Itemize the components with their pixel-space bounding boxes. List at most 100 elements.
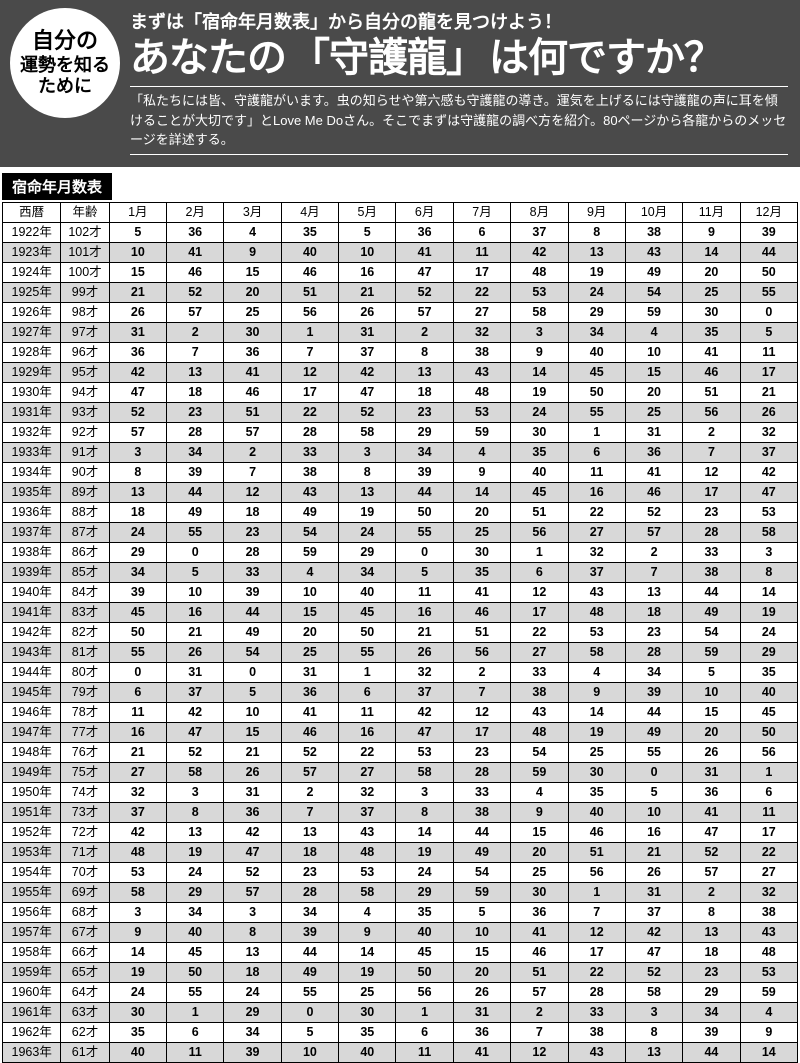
cell-age: 88才 <box>61 502 109 522</box>
cell-year: 1954年 <box>3 862 61 882</box>
cell-value: 35 <box>109 1022 166 1042</box>
col-month-head: 7月 <box>453 202 510 222</box>
cell-value: 29 <box>740 642 797 662</box>
cell-value: 47 <box>224 842 281 862</box>
cell-year: 1926年 <box>3 302 61 322</box>
cell-value: 3 <box>396 782 453 802</box>
subtitle-post: から自分の龍を見つけよう！ <box>328 12 562 32</box>
cell-value: 15 <box>625 362 682 382</box>
cell-value: 24 <box>109 522 166 542</box>
cell-value: 58 <box>109 882 166 902</box>
cell-value: 49 <box>625 262 682 282</box>
cell-value: 4 <box>511 782 568 802</box>
cell-value: 6 <box>740 782 797 802</box>
cell-age: 66才 <box>61 942 109 962</box>
cell-year: 1940年 <box>3 582 61 602</box>
cell-value: 54 <box>281 522 338 542</box>
cell-value: 12 <box>453 702 510 722</box>
cell-value: 24 <box>109 982 166 1002</box>
table-row: 1947年77才164715461647174819492050 <box>3 722 798 742</box>
cell-value: 14 <box>453 482 510 502</box>
cell-value: 6 <box>511 562 568 582</box>
cell-value: 59 <box>511 762 568 782</box>
cell-value: 8 <box>109 462 166 482</box>
cell-value: 39 <box>281 922 338 942</box>
cell-value: 26 <box>740 402 797 422</box>
cell-value: 48 <box>109 842 166 862</box>
cell-value: 14 <box>339 942 396 962</box>
fate-table: 西暦 年齢 1月2月3月4月5月6月7月8月9月10月11月12月 1922年1… <box>2 202 798 1063</box>
cell-value: 31 <box>339 322 396 342</box>
cell-value: 23 <box>396 402 453 422</box>
cell-value: 59 <box>453 422 510 442</box>
cell-value: 44 <box>683 1042 740 1062</box>
cell-value: 49 <box>167 502 224 522</box>
cell-value: 21 <box>740 382 797 402</box>
cell-value: 55 <box>167 982 224 1002</box>
cell-value: 41 <box>167 242 224 262</box>
cell-value: 5 <box>224 682 281 702</box>
cell-value: 44 <box>396 482 453 502</box>
cell-year: 1937年 <box>3 522 61 542</box>
cell-value: 20 <box>453 502 510 522</box>
cell-value: 25 <box>625 402 682 422</box>
cell-value: 24 <box>511 402 568 422</box>
cell-value: 59 <box>740 982 797 1002</box>
cell-value: 39 <box>625 682 682 702</box>
cell-value: 2 <box>683 422 740 442</box>
cell-year: 1944年 <box>3 662 61 682</box>
cell-value: 29 <box>568 302 625 322</box>
cell-value: 57 <box>224 422 281 442</box>
cell-value: 51 <box>511 502 568 522</box>
table-row: 1954年70才532452235324542556265727 <box>3 862 798 882</box>
cell-value: 10 <box>167 582 224 602</box>
cell-age: 96才 <box>61 342 109 362</box>
cell-value: 27 <box>568 522 625 542</box>
cell-value: 3 <box>109 902 166 922</box>
cell-value: 17 <box>568 942 625 962</box>
cell-value: 26 <box>625 862 682 882</box>
cell-year: 1923年 <box>3 242 61 262</box>
cell-value: 42 <box>339 362 396 382</box>
badge-line3: ために <box>38 76 92 98</box>
cell-value: 30 <box>683 302 740 322</box>
cell-value: 9 <box>568 682 625 702</box>
cell-value: 27 <box>453 302 510 322</box>
table-row: 1932年92才5728572858295930131232 <box>3 422 798 442</box>
cell-value: 20 <box>224 282 281 302</box>
cell-value: 19 <box>568 262 625 282</box>
cell-value: 37 <box>511 222 568 242</box>
cell-age: 92才 <box>61 422 109 442</box>
cell-value: 9 <box>511 342 568 362</box>
cell-value: 26 <box>339 302 396 322</box>
cell-value: 38 <box>453 802 510 822</box>
cell-value: 26 <box>167 642 224 662</box>
cell-value: 22 <box>339 742 396 762</box>
cell-year: 1951年 <box>3 802 61 822</box>
cell-value: 35 <box>396 902 453 922</box>
cell-value: 52 <box>167 282 224 302</box>
badge-circle: 自分の 運勢を知る ために <box>10 8 120 118</box>
cell-year: 1932年 <box>3 422 61 442</box>
cell-value: 14 <box>511 362 568 382</box>
cell-value: 34 <box>109 562 166 582</box>
cell-value: 1 <box>511 542 568 562</box>
cell-value: 29 <box>167 882 224 902</box>
cell-value: 48 <box>740 942 797 962</box>
cell-value: 0 <box>281 1002 338 1022</box>
cell-value: 1 <box>740 762 797 782</box>
cell-value: 51 <box>281 282 338 302</box>
cell-value: 21 <box>109 742 166 762</box>
cell-value: 27 <box>740 862 797 882</box>
cell-value: 34 <box>281 902 338 922</box>
cell-value: 16 <box>167 602 224 622</box>
cell-value: 16 <box>339 262 396 282</box>
table-row: 1930年94才471846174718481950205121 <box>3 382 798 402</box>
cell-value: 31 <box>281 662 338 682</box>
cell-value: 44 <box>683 582 740 602</box>
cell-value: 14 <box>109 942 166 962</box>
cell-value: 43 <box>568 582 625 602</box>
badge-line2: 運勢を知る <box>20 55 110 77</box>
cell-value: 59 <box>281 542 338 562</box>
cell-value: 23 <box>224 522 281 542</box>
